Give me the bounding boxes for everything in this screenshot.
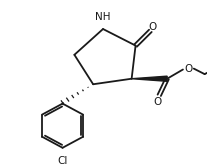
Polygon shape [132, 76, 167, 81]
Text: O: O [185, 64, 193, 74]
Text: Cl: Cl [57, 156, 68, 166]
Text: O: O [148, 22, 156, 32]
Text: O: O [153, 97, 161, 107]
Text: NH: NH [95, 12, 111, 22]
